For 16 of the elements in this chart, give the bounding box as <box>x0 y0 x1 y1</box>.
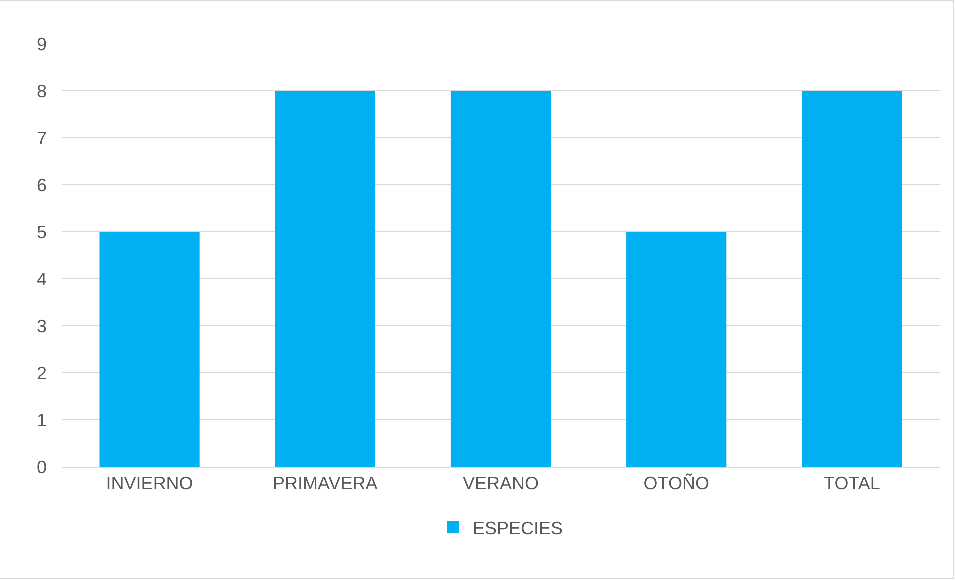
y-tick-label: 2 <box>36 363 47 384</box>
y-tick-label: 1 <box>36 410 47 430</box>
y-tick-label: 6 <box>36 175 47 196</box>
x-tick-label: PRIMAVERA <box>273 474 378 494</box>
y-tick-label: 9 <box>36 34 47 54</box>
x-tick-label: TOTAL <box>824 474 880 494</box>
y-tick-label: 7 <box>36 128 47 148</box>
y-tick-label: 0 <box>36 457 47 478</box>
y-tick-label: 8 <box>36 81 47 102</box>
x-tick-label: VERANO <box>462 474 540 494</box>
y-tick-label: 5 <box>36 222 47 242</box>
legend-label: ESPECIES <box>473 518 564 539</box>
y-tick-label: 4 <box>36 269 47 290</box>
x-tick-label: INVIERNO <box>106 474 194 494</box>
y-tick-label: 3 <box>36 316 47 336</box>
x-tick-label: OTOÑO <box>644 474 710 494</box>
